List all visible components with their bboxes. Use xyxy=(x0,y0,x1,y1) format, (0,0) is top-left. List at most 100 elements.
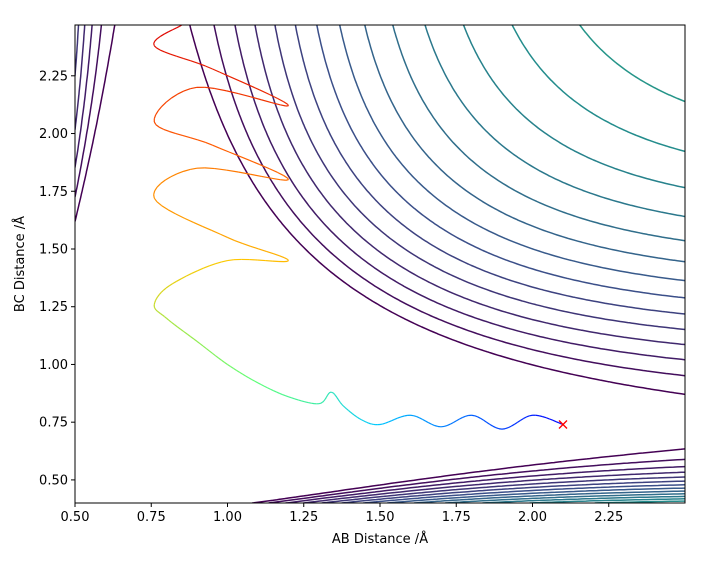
trajectory-segment xyxy=(335,395,338,398)
trajectory-segment xyxy=(555,421,560,424)
trajectory-segment xyxy=(154,308,157,311)
trajectory-segment xyxy=(245,375,250,379)
trajectory-segment xyxy=(196,340,201,345)
trajectory-segment xyxy=(257,382,262,386)
trajectory-segment xyxy=(280,104,287,107)
trajectory-segment xyxy=(171,93,178,99)
trajectory-segment xyxy=(504,427,509,430)
trajectory-segment xyxy=(388,420,392,423)
trajectory-segment xyxy=(261,175,272,179)
trajectory-segment xyxy=(153,121,157,126)
trajectory-segment xyxy=(163,128,170,133)
trajectory-segment xyxy=(480,417,485,421)
trajectory-segment xyxy=(349,411,353,414)
trajectory-segment xyxy=(172,27,177,31)
trajectory-segment xyxy=(492,425,497,429)
trajectory-segment xyxy=(212,144,221,149)
x-tick-label: 2.00 xyxy=(518,510,547,525)
trajectory-segment xyxy=(209,263,216,267)
trajectory-segment xyxy=(459,417,463,420)
trajectory-segment xyxy=(271,177,281,181)
x-tick-label: 2.25 xyxy=(594,510,623,525)
trajectory-segment xyxy=(205,141,213,146)
trajectory-segment xyxy=(394,417,398,420)
trajectory-segment xyxy=(286,258,289,261)
trajectory-segment xyxy=(364,421,368,423)
trajectory-segment xyxy=(197,267,204,272)
trajectory-segment xyxy=(446,423,451,427)
trajectory-segment xyxy=(250,245,259,250)
trajectory-segment xyxy=(558,422,562,425)
trajectory-segment xyxy=(158,126,164,130)
trajectory-segment xyxy=(346,408,349,411)
trajectory-segment xyxy=(238,80,250,86)
trajectory-segment xyxy=(193,221,204,228)
trajectory-segment xyxy=(205,347,210,352)
trajectory-segment xyxy=(176,25,181,29)
trajectory-segment xyxy=(177,326,181,330)
trajectory-segment xyxy=(237,92,251,98)
trajectory-segment xyxy=(526,415,530,418)
trajectory-segment xyxy=(156,310,160,313)
trajectory-segment xyxy=(236,369,241,373)
trajectory-segment xyxy=(495,427,500,430)
trajectory-segment xyxy=(400,415,405,418)
trajectory-segment xyxy=(259,89,270,95)
contour-level xyxy=(462,25,685,503)
trajectory-segment xyxy=(153,43,155,46)
trajectory-segment xyxy=(238,155,250,161)
trajectory-segment xyxy=(154,298,157,301)
trajectory-segment xyxy=(428,422,433,425)
y-tick-label: 1.00 xyxy=(39,358,68,373)
contour-level xyxy=(578,25,685,103)
x-tick-label: 0.75 xyxy=(137,510,166,525)
contour-level xyxy=(294,25,685,503)
trajectory-segment xyxy=(170,53,177,57)
trajectory-segment xyxy=(219,233,228,238)
contour-level xyxy=(75,25,685,503)
trajectory-segment xyxy=(280,179,286,181)
trajectory-segment xyxy=(185,272,192,277)
trajectory-segment xyxy=(250,96,262,101)
trajectory-segment xyxy=(250,173,262,178)
trajectory-segment xyxy=(155,296,159,300)
trajectory-segment xyxy=(489,423,494,427)
trajectory-segment xyxy=(523,416,527,420)
trajectory-segment xyxy=(385,421,389,424)
trajectory-segment xyxy=(217,357,222,361)
trajectory-segment xyxy=(357,417,361,420)
trajectory-segment xyxy=(382,422,386,425)
trajectory-segment xyxy=(443,424,448,428)
trajectory-segment xyxy=(197,62,206,67)
trajectory-segment xyxy=(165,285,170,289)
trajectory-segment xyxy=(153,197,158,203)
trajectory-segment xyxy=(221,259,228,263)
trajectory-segment xyxy=(153,190,156,195)
potential-contours xyxy=(75,25,685,503)
trajectory-segment xyxy=(301,400,306,403)
trajectory-segment xyxy=(483,419,488,423)
trajectory-segment xyxy=(258,248,267,253)
trajectory-segment xyxy=(214,355,219,359)
trajectory-segment xyxy=(242,373,247,377)
trajectory-segment xyxy=(413,415,417,418)
trajectory-segment xyxy=(341,404,344,407)
trajectory-segment xyxy=(190,86,198,90)
trajectory-segment xyxy=(340,402,343,405)
trajectory-segment xyxy=(155,124,160,128)
trajectory-segment xyxy=(277,171,284,177)
trajectory-segment xyxy=(434,425,439,428)
trajectory-segment xyxy=(204,86,215,90)
trajectory-segment xyxy=(175,213,185,219)
trajectory-segment xyxy=(228,75,240,82)
trajectory-segment xyxy=(224,361,228,365)
trajectory-segment xyxy=(260,383,265,387)
trajectory-segment xyxy=(257,259,266,262)
trajectory-segment xyxy=(549,418,554,421)
trajectory-segment xyxy=(212,68,221,73)
trajectory-segment xyxy=(221,359,225,363)
trajectory-segment xyxy=(477,416,481,419)
trajectory-segment xyxy=(268,168,278,173)
trajectory-segment xyxy=(271,102,281,106)
